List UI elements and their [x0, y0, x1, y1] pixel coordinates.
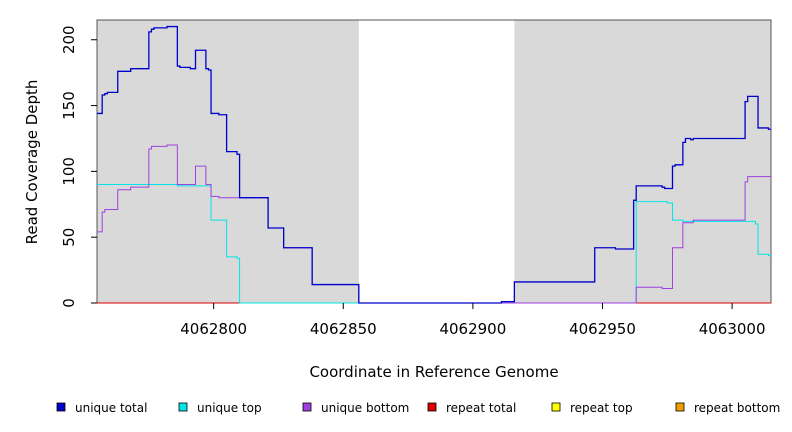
x-tick-label: 4062900: [439, 320, 506, 338]
y-tick-label: 200: [60, 25, 78, 54]
legend-swatch-repeat-top: [551, 402, 561, 412]
legend-label-repeat-total: repeat total: [446, 401, 516, 415]
y-axis-title: Read Coverage Depth: [23, 80, 41, 245]
y-tick-label: 50: [60, 228, 78, 247]
series-lines: [97, 25, 771, 304]
legend-swatch-repeat-total: [427, 402, 437, 412]
series-line-unique-top: [97, 184, 771, 304]
legend-label-repeat-bottom: repeat bottom: [694, 401, 780, 415]
legend-label-unique-total: unique total: [75, 401, 147, 415]
legend-label-unique-bottom: unique bottom: [321, 401, 409, 415]
shaded-region-0: [97, 20, 359, 303]
axes: 4062800 4062850 4062900 4062950 4063000 0 50 10…: [60, 25, 766, 338]
legend: unique total unique top unique bottom repea…: [56, 401, 780, 415]
x-axis-title: Coordinate in Reference Genome: [309, 363, 558, 381]
legend-swatch-unique-total: [56, 402, 66, 412]
series-line-unique-bottom: [97, 144, 771, 304]
shaded-regions: [97, 20, 771, 303]
series-line-unique-total: [97, 25, 771, 304]
y-tick-label: 100: [60, 157, 78, 186]
x-tick-label: 4062800: [180, 320, 247, 338]
x-tick-label: 4063000: [699, 320, 766, 338]
x-tick-label: 4062950: [569, 320, 636, 338]
legend-swatch-unique-bottom: [302, 402, 312, 412]
legend-swatch-repeat-bottom: [675, 402, 685, 412]
shaded-region-1: [514, 20, 771, 303]
legend-swatch-unique-top: [178, 402, 188, 412]
x-tick-label: 4062850: [310, 320, 377, 338]
legend-label-unique-top: unique top: [197, 401, 262, 415]
y-tick-label: 150: [60, 91, 78, 120]
y-tick-label: 0: [60, 298, 78, 308]
legend-label-repeat-top: repeat top: [570, 401, 633, 415]
